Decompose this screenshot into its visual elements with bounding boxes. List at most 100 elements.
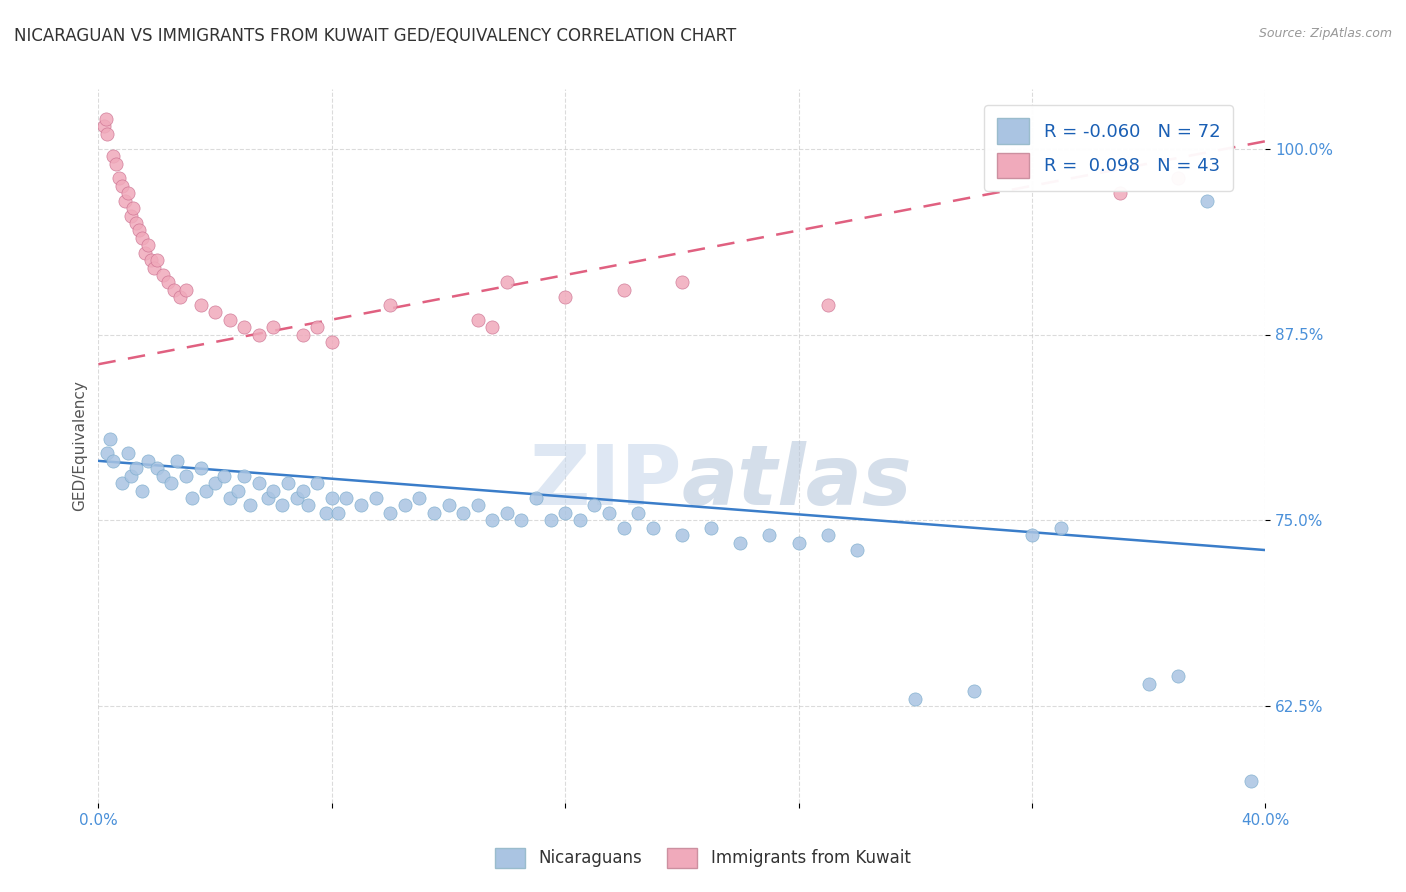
Point: [204, 305, 226, 319]
Point: [408, 491, 430, 505]
Point: [139, 253, 162, 268]
Text: atlas: atlas: [682, 442, 912, 522]
Point: [554, 506, 576, 520]
Point: [195, 483, 218, 498]
Point: [321, 491, 343, 505]
Point: [787, 535, 810, 549]
Point: [467, 499, 489, 513]
Point: [321, 334, 343, 349]
Point: [904, 691, 927, 706]
Point: [120, 468, 142, 483]
Point: [125, 461, 148, 475]
Point: [307, 476, 329, 491]
Point: [174, 283, 197, 297]
Y-axis label: GED/Equivalency: GED/Equivalency: [72, 381, 87, 511]
Point: [291, 483, 314, 498]
Point: [394, 499, 416, 513]
Point: [247, 476, 270, 491]
Legend: R = -0.060   N = 72, R =  0.098   N = 43: R = -0.060 N = 72, R = 0.098 N = 43: [984, 105, 1233, 191]
Point: [146, 253, 169, 268]
Point: [117, 186, 139, 201]
Point: [233, 468, 256, 483]
Point: [277, 476, 299, 491]
Point: [613, 283, 636, 297]
Point: [1021, 528, 1043, 542]
Point: [846, 543, 869, 558]
Point: [613, 521, 636, 535]
Text: NICARAGUAN VS IMMIGRANTS FROM KUWAIT GED/EQUIVALENCY CORRELATION CHART: NICARAGUAN VS IMMIGRANTS FROM KUWAIT GED…: [14, 27, 737, 45]
Point: [111, 476, 134, 491]
Point: [111, 178, 134, 193]
Point: [146, 461, 169, 475]
Point: [496, 276, 519, 290]
Point: [218, 491, 240, 505]
Point: [496, 506, 519, 520]
Point: [271, 499, 294, 513]
Point: [451, 506, 474, 520]
Point: [627, 506, 650, 520]
Point: [233, 320, 256, 334]
Point: [326, 506, 349, 520]
Point: [125, 216, 148, 230]
Point: [134, 245, 156, 260]
Point: [962, 684, 984, 698]
Text: Source: ZipAtlas.com: Source: ZipAtlas.com: [1258, 27, 1392, 40]
Point: [104, 156, 127, 170]
Point: [297, 499, 319, 513]
Point: [481, 513, 503, 527]
Point: [671, 528, 693, 542]
Point: [93, 120, 115, 134]
Point: [228, 483, 250, 498]
Point: [190, 461, 212, 475]
Point: [169, 290, 191, 304]
Point: [524, 491, 547, 505]
Point: [554, 290, 576, 304]
Point: [568, 513, 591, 527]
Point: [180, 491, 202, 505]
Point: [204, 476, 226, 491]
Point: [641, 521, 664, 535]
Point: [510, 513, 533, 527]
Point: [101, 149, 124, 163]
Point: [758, 528, 780, 542]
Point: [671, 276, 693, 290]
Point: [817, 528, 839, 542]
Point: [1137, 677, 1160, 691]
Point: [212, 468, 235, 483]
Point: [256, 491, 278, 505]
Point: [108, 171, 131, 186]
Point: [1050, 521, 1073, 535]
Point: [598, 506, 620, 520]
Legend: Nicaraguans, Immigrants from Kuwait: Nicaraguans, Immigrants from Kuwait: [489, 841, 917, 875]
Point: [166, 454, 188, 468]
Point: [817, 298, 839, 312]
Point: [152, 268, 174, 282]
Point: [142, 260, 165, 275]
Point: [263, 483, 285, 498]
Point: [122, 201, 145, 215]
Point: [160, 476, 183, 491]
Point: [1167, 171, 1189, 186]
Point: [380, 506, 402, 520]
Point: [364, 491, 387, 505]
Point: [136, 454, 159, 468]
Point: [128, 223, 150, 237]
Point: [1108, 186, 1130, 201]
Point: [136, 238, 159, 252]
Point: [315, 506, 337, 520]
Point: [96, 127, 118, 141]
Point: [131, 483, 153, 498]
Point: [263, 320, 285, 334]
Point: [117, 446, 139, 460]
Point: [1167, 669, 1189, 683]
Point: [131, 231, 153, 245]
Point: [247, 327, 270, 342]
Point: [239, 499, 262, 513]
Point: [730, 535, 752, 549]
Text: ZIP: ZIP: [530, 442, 682, 522]
Point: [218, 312, 240, 326]
Point: [174, 468, 197, 483]
Point: [285, 491, 308, 505]
Point: [540, 513, 562, 527]
Point: [163, 283, 186, 297]
